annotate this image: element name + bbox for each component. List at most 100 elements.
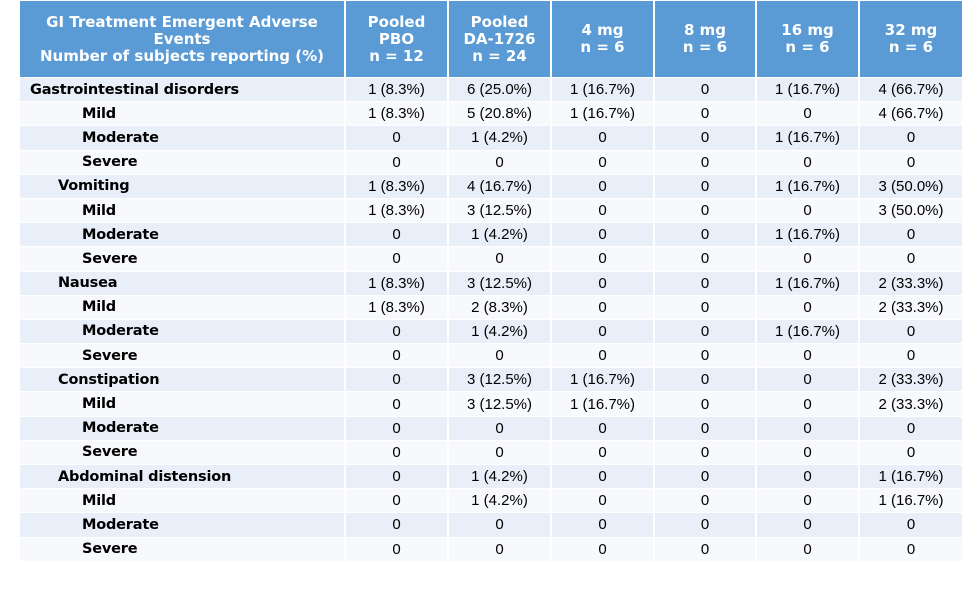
severity-label: Moderate xyxy=(20,512,346,538)
value-cell: 1 (8.3%) xyxy=(345,101,449,126)
value-cell: 0 xyxy=(448,246,552,271)
value-cell: 1 (8.3%) xyxy=(345,294,449,320)
value-cell: 0 xyxy=(448,149,552,175)
severity-label: Severe xyxy=(20,536,346,561)
value-cell: 0 xyxy=(654,463,757,489)
header-row: GI Treatment Emergent Adverse Events Num… xyxy=(20,1,962,78)
value-cell: 0 xyxy=(551,415,655,441)
table-row: Severe 0 0 0 0 0 0 xyxy=(20,149,962,175)
value-cell: 0 xyxy=(859,246,962,271)
category-label: Gastrointestinal disorders xyxy=(20,76,346,102)
header-col-line2: DA-1726 xyxy=(463,29,536,48)
value-cell: 4 (16.7%) xyxy=(448,173,552,199)
header-col-line2: n = 6 xyxy=(888,38,934,56)
header-col-line1: 4 mg xyxy=(581,21,624,39)
table-row: Severe 0 0 0 0 0 0 xyxy=(20,343,962,368)
severity-label: Moderate xyxy=(20,125,346,151)
severity-label: Severe xyxy=(20,246,346,271)
table-row: Severe 0 0 0 0 0 0 xyxy=(20,536,962,561)
value-cell: 2 (8.3%) xyxy=(448,294,552,320)
table-row: Mild 1 (8.3%) 2 (8.3%) 0 0 0 2 (33.3%) xyxy=(20,294,962,320)
table-row: Mild 0 3 (12.5%) 1 (16.7%) 0 0 2 (33.3%) xyxy=(20,391,962,417)
event-label: Nausea xyxy=(20,270,346,296)
value-cell: 1 (16.7%) xyxy=(859,488,962,513)
value-cell: 2 (33.3%) xyxy=(859,367,962,392)
header-col-line2: n = 6 xyxy=(682,38,728,56)
table-row: Constipation 0 3 (12.5%) 1 (16.7%) 0 0 2 (33.3… xyxy=(20,367,962,392)
value-cell: 2 (33.3%) xyxy=(859,270,962,296)
table-row: Moderate 0 1 (4.2%) 0 0 1 (16.7%) 0 xyxy=(20,318,962,344)
header-col-line1: 32 mg xyxy=(884,21,938,39)
value-cell: 0 xyxy=(551,173,655,199)
header-col-line1: Pooled xyxy=(470,12,529,31)
header-col-line2: n = 6 xyxy=(580,38,625,56)
value-cell: 0 xyxy=(345,488,449,513)
value-cell: 1 (16.7%) xyxy=(859,463,962,489)
value-cell: 0 xyxy=(756,367,860,392)
value-cell: 1 (4.2%) xyxy=(448,222,552,247)
value-cell: 0 xyxy=(859,222,962,247)
header-pooled-pbo: Pooled PBO n = 12 xyxy=(345,1,449,78)
value-cell: 0 xyxy=(654,270,757,296)
header-col-line3: n = 12 xyxy=(369,46,424,65)
value-cell: 0 xyxy=(551,512,655,538)
value-cell: 0 xyxy=(756,536,860,561)
header-16mg: 16 mg n = 6 xyxy=(756,1,860,78)
value-cell: 0 xyxy=(345,439,449,465)
value-cell: 0 xyxy=(859,318,962,344)
value-cell: 0 xyxy=(551,343,655,368)
value-cell: 0 xyxy=(654,536,757,561)
severity-label: Mild xyxy=(20,294,346,320)
value-cell: 0 xyxy=(654,197,757,223)
severity-label: Moderate xyxy=(20,318,346,344)
value-cell: 3 (50.0%) xyxy=(859,197,962,223)
value-cell: 0 xyxy=(345,343,449,368)
value-cell: 1 (16.7%) xyxy=(551,101,655,126)
value-cell: 0 xyxy=(654,367,757,392)
value-cell: 4 (66.7%) xyxy=(859,76,962,102)
value-cell: 0 xyxy=(756,391,860,417)
severity-label: Mild xyxy=(20,391,346,417)
value-cell: 0 xyxy=(756,294,860,320)
value-cell: 0 xyxy=(859,415,962,441)
header-col-line1: 16 mg xyxy=(781,21,834,39)
value-cell: 0 xyxy=(448,536,552,561)
header-col-line2: n = 6 xyxy=(785,38,830,56)
severity-label: Moderate xyxy=(20,415,346,441)
value-cell: 0 xyxy=(756,488,860,513)
value-cell: 0 xyxy=(551,246,655,271)
value-cell: 0 xyxy=(654,318,757,344)
value-cell: 0 xyxy=(756,343,860,368)
value-cell: 0 xyxy=(551,294,655,320)
value-cell: 4 (66.7%) xyxy=(859,101,962,126)
event-label: Vomiting xyxy=(20,173,346,199)
table-row: Mild 0 1 (4.2%) 0 0 0 1 (16.7%) xyxy=(20,488,962,513)
value-cell: 0 xyxy=(654,149,757,175)
value-cell: 0 xyxy=(345,318,449,344)
value-cell: 0 xyxy=(654,125,757,151)
table-row: Vomiting 1 (8.3%) 4 (16.7%) 0 0 1 (16.7%) 3 (5… xyxy=(20,173,962,199)
table-row: Severe 0 0 0 0 0 0 xyxy=(20,439,962,465)
table-row: Mild 1 (8.3%) 5 (20.8%) 1 (16.7%) 0 0 4 (66.7%… xyxy=(20,101,962,126)
header-col-line3: n = 24 xyxy=(472,46,527,65)
value-cell: 1 (16.7%) xyxy=(551,391,655,417)
value-cell: 0 xyxy=(654,294,757,320)
value-cell: 0 xyxy=(551,318,655,344)
value-cell: 0 xyxy=(551,149,655,175)
header-title-line1: GI Treatment Emergent Adverse Events xyxy=(46,12,318,48)
value-cell: 1 (8.3%) xyxy=(345,173,449,199)
value-cell: 0 xyxy=(654,246,757,271)
severity-label: Severe xyxy=(20,343,346,368)
value-cell: 0 xyxy=(756,463,860,489)
event-label: Constipation xyxy=(20,367,346,392)
table-body: Gastrointestinal disorders 1 (8.3%) 6 (25.… xyxy=(20,76,962,561)
value-cell: 0 xyxy=(345,125,449,151)
severity-label: Mild xyxy=(20,101,346,126)
value-cell: 0 xyxy=(756,101,860,126)
header-title-cell: GI Treatment Emergent Adverse Events Num… xyxy=(20,1,346,78)
value-cell: 0 xyxy=(654,415,757,441)
value-cell: 0 xyxy=(345,536,449,561)
value-cell: 1 (8.3%) xyxy=(345,76,449,102)
value-cell: 0 xyxy=(756,439,860,465)
severity-label: Severe xyxy=(20,149,346,175)
